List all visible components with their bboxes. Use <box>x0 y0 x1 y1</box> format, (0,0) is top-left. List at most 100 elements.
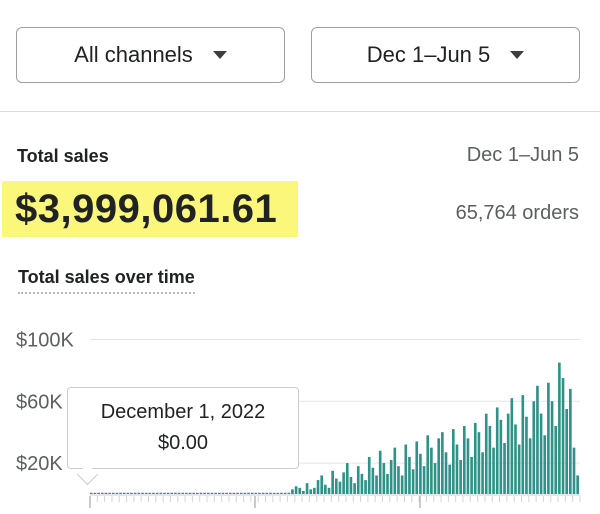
chart-bar[interactable] <box>302 490 305 494</box>
chart-bar[interactable] <box>558 362 561 494</box>
chart-bar[interactable] <box>470 456 473 494</box>
chart-bar[interactable] <box>104 492 108 494</box>
chart-bar[interactable] <box>455 444 459 494</box>
chart-bar[interactable] <box>199 492 203 494</box>
chart-bar[interactable] <box>539 413 543 494</box>
chart-bar[interactable] <box>159 492 163 494</box>
chart-bar[interactable] <box>97 492 100 494</box>
chart-bar[interactable] <box>452 429 455 494</box>
chart-bar[interactable] <box>228 492 232 494</box>
chart-bar[interactable] <box>283 492 287 494</box>
chart-bar[interactable] <box>492 447 495 494</box>
chart-bar[interactable] <box>386 473 389 494</box>
chart-bar[interactable] <box>342 472 345 494</box>
chart-bar[interactable] <box>433 463 437 494</box>
chart-bar[interactable] <box>207 492 210 494</box>
chart-bar[interactable] <box>93 492 97 494</box>
chart-bar[interactable] <box>565 409 568 494</box>
chart-bar[interactable] <box>371 467 375 494</box>
chart-bar[interactable] <box>547 382 550 494</box>
chart-bar[interactable] <box>298 487 302 494</box>
chart-bar[interactable] <box>525 416 528 494</box>
chart-bar[interactable] <box>437 438 441 494</box>
chart-bar[interactable] <box>188 492 192 494</box>
chart-bar[interactable] <box>236 492 239 494</box>
chart-bar[interactable] <box>185 492 188 494</box>
chart-bar[interactable] <box>152 492 155 494</box>
chart-bar[interactable] <box>119 492 122 494</box>
chart-bar[interactable] <box>550 401 554 494</box>
chart-bar[interactable] <box>133 492 137 494</box>
chart-bar[interactable] <box>214 492 217 494</box>
chart-bar[interactable] <box>122 492 126 494</box>
chart-title[interactable]: Total sales over time <box>18 267 195 294</box>
chart-bar[interactable] <box>569 388 572 494</box>
chart-bar[interactable] <box>481 452 484 494</box>
chart-bar[interactable] <box>506 413 510 494</box>
chart-bar[interactable] <box>272 492 276 494</box>
chart-bar[interactable] <box>316 480 320 494</box>
chart-bar[interactable] <box>269 492 272 494</box>
chart-bar[interactable] <box>320 475 323 494</box>
chart-bar[interactable] <box>517 444 521 494</box>
chart-bar[interactable] <box>327 487 331 494</box>
chart-bar[interactable] <box>210 492 214 494</box>
chart-bar[interactable] <box>349 477 353 494</box>
chart-bar[interactable] <box>313 487 316 494</box>
chart-bar[interactable] <box>239 492 243 494</box>
chart-bar[interactable] <box>192 492 196 494</box>
chart-bar[interactable] <box>276 492 280 494</box>
chart-bar[interactable] <box>261 492 265 494</box>
chart-bar[interactable] <box>459 460 462 494</box>
chart-bar[interactable] <box>126 492 130 494</box>
chart-bar[interactable] <box>393 447 397 494</box>
chart-bar[interactable] <box>466 438 470 494</box>
chart-bar[interactable] <box>353 483 356 494</box>
chart-bar[interactable] <box>514 424 517 494</box>
chart-bar[interactable] <box>166 492 170 494</box>
chart-bar[interactable] <box>137 492 141 494</box>
chart-bar[interactable] <box>561 378 565 494</box>
chart-bar[interactable] <box>305 483 309 494</box>
chart-bar[interactable] <box>415 441 419 494</box>
chart-bar[interactable] <box>397 466 400 494</box>
chart-bar[interactable] <box>331 470 334 494</box>
chart-bar[interactable] <box>254 492 258 494</box>
chart-bar[interactable] <box>448 464 451 494</box>
chart-bar[interactable] <box>444 452 448 494</box>
chart-bar[interactable] <box>324 484 327 494</box>
chart-bar[interactable] <box>367 456 371 494</box>
chart-bar[interactable] <box>543 435 547 494</box>
chart-bar[interactable] <box>462 426 466 494</box>
chart-bar[interactable] <box>400 475 404 494</box>
chart-bar[interactable] <box>144 492 148 494</box>
chart-bar[interactable] <box>389 460 393 494</box>
chart-bar[interactable] <box>291 489 294 494</box>
chart-bar[interactable] <box>499 419 503 494</box>
chart-bar[interactable] <box>477 432 481 494</box>
chart-bar[interactable] <box>232 492 236 494</box>
chart-bar[interactable] <box>426 435 430 494</box>
chart-bar[interactable] <box>217 492 221 494</box>
chart-bar[interactable] <box>90 492 93 494</box>
chart-bar[interactable] <box>473 422 477 494</box>
chart-bar[interactable] <box>408 456 411 494</box>
chart-bar[interactable] <box>287 492 291 494</box>
date-range-dropdown[interactable]: Dec 1–Jun 5 <box>311 27 580 83</box>
chart-bar[interactable] <box>108 492 111 494</box>
chart-bar[interactable] <box>495 407 499 494</box>
chart-bar[interactable] <box>174 492 177 494</box>
chart-bar[interactable] <box>196 492 199 494</box>
chart-bar[interactable] <box>100 492 104 494</box>
chart-bar[interactable] <box>335 478 338 494</box>
chart-bar[interactable] <box>225 492 228 494</box>
chart-bar[interactable] <box>181 492 185 494</box>
chart-bar[interactable] <box>177 492 181 494</box>
chart-bar[interactable] <box>528 438 532 494</box>
chart-bar[interactable] <box>338 481 342 494</box>
chart-bar[interactable] <box>203 492 206 494</box>
chart-bar[interactable] <box>247 492 250 494</box>
chart-bar[interactable] <box>404 444 408 494</box>
chart-bar[interactable] <box>243 492 247 494</box>
chart-bar[interactable] <box>484 413 488 494</box>
